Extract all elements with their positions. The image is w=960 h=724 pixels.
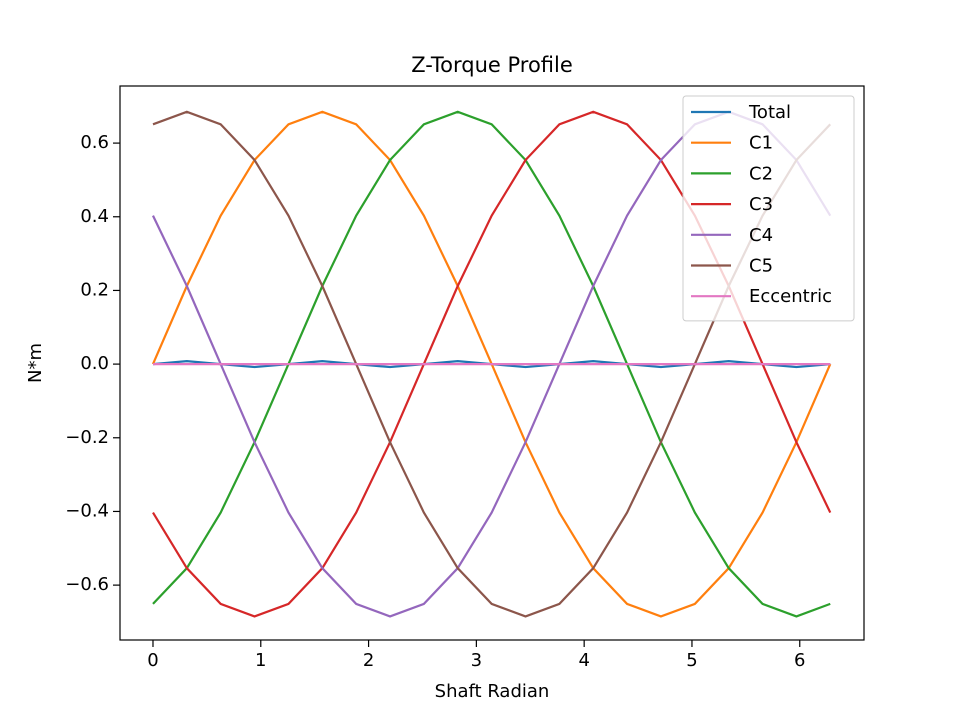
y-axis-label: N*m (25, 343, 46, 383)
x-tick-label: 4 (578, 650, 589, 671)
legend-label: C2 (749, 163, 773, 184)
legend-label: C4 (749, 225, 773, 246)
legend-label: C5 (749, 256, 773, 277)
x-tick-label: 0 (147, 650, 158, 671)
series-line (152, 110, 831, 618)
axes-frame (119, 85, 865, 641)
y-tick-label: −0.4 (65, 500, 109, 521)
legend-label: C1 (749, 133, 773, 154)
legend-label: Eccentric (749, 286, 832, 307)
x-tick-label: 6 (794, 650, 805, 671)
x-tick-label: 3 (471, 650, 482, 671)
y-tick-label: 0.4 (80, 206, 109, 227)
y-tick-label: −0.2 (65, 427, 109, 448)
y-tick-label: 0.6 (80, 132, 109, 153)
y-tick-label: 0.0 (80, 353, 109, 374)
legend-label: C3 (749, 194, 773, 215)
x-tick-label: 1 (255, 650, 266, 671)
y-tick-label: −0.6 (65, 574, 109, 595)
x-axis-label: Shaft Radian (435, 681, 550, 702)
x-tick-label: 2 (363, 650, 374, 671)
chart-title: Z-Torque Profile (411, 53, 573, 77)
x-tick-label: 5 (686, 650, 697, 671)
y-tick-label: 0.2 (80, 279, 109, 300)
legend-label: Total (748, 102, 791, 123)
